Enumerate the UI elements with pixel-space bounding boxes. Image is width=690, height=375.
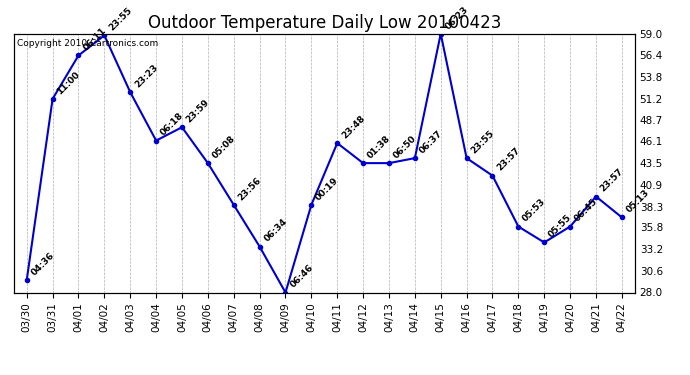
Text: 23:55: 23:55 <box>469 129 496 155</box>
Text: 06:18: 06:18 <box>159 111 186 138</box>
Text: 23:56: 23:56 <box>237 176 263 202</box>
Text: 01:38: 01:38 <box>366 134 393 160</box>
Text: 23:57: 23:57 <box>599 167 625 194</box>
Text: 06:23: 06:23 <box>444 4 470 31</box>
Text: 23:48: 23:48 <box>340 114 366 140</box>
Text: 04:36: 04:36 <box>30 251 56 277</box>
Text: Copyright 2010 Cartronics.com: Copyright 2010 Cartronics.com <box>17 39 158 48</box>
Text: 06:50: 06:50 <box>392 134 418 160</box>
Text: 23:57: 23:57 <box>495 146 522 173</box>
Text: 06:34: 06:34 <box>262 217 289 244</box>
Text: 06:37: 06:37 <box>417 129 444 155</box>
Title: Outdoor Temperature Daily Low 20100423: Outdoor Temperature Daily Low 20100423 <box>148 14 501 32</box>
Text: 23:59: 23:59 <box>185 98 211 124</box>
Text: 06:45: 06:45 <box>573 197 600 224</box>
Text: 23:23: 23:23 <box>133 63 159 89</box>
Text: 06:11: 06:11 <box>81 26 108 53</box>
Text: 00:19: 00:19 <box>314 176 341 202</box>
Text: 05:53: 05:53 <box>521 197 548 224</box>
Text: 06:46: 06:46 <box>288 263 315 290</box>
Text: 05:13: 05:13 <box>624 188 651 214</box>
Text: 23:55: 23:55 <box>107 6 134 33</box>
Text: 05:55: 05:55 <box>547 213 573 240</box>
Text: 11:00: 11:00 <box>55 70 82 96</box>
Text: 05:08: 05:08 <box>210 134 237 160</box>
